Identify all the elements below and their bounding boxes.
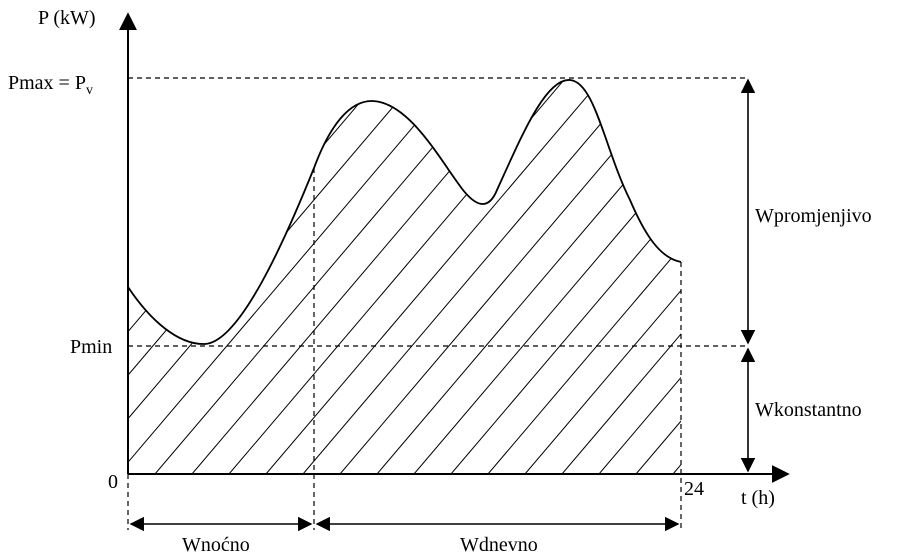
- hatch-line: [128, 79, 459, 475]
- hatch-line: [413, 79, 681, 475]
- hatch-line: [561, 79, 681, 475]
- hatch-line: [598, 79, 681, 475]
- hatched-energy-area: [0, 74, 681, 475]
- hatch-line: [376, 79, 681, 475]
- pmax-label: Pmax = Pv: [8, 72, 93, 98]
- load-curve: [127, 79, 682, 345]
- variable-energy-label: Wpromjenjivo: [755, 205, 872, 227]
- hatch-line: [228, 79, 570, 475]
- hatch-line: [524, 79, 681, 475]
- hatch-line: [0, 74, 14, 474]
- hatch-line: [128, 79, 163, 475]
- x-axis-label: t (h): [741, 487, 775, 509]
- pmin-label: Pmin: [70, 336, 112, 358]
- hatch-line: [128, 79, 237, 475]
- hatch-line: [154, 79, 496, 475]
- hatch-line: [128, 79, 422, 475]
- day-energy-label: Wdnevno: [460, 534, 538, 556]
- hatch-line: [265, 79, 607, 475]
- hatch-line: [0, 74, 125, 474]
- hatch-line: [487, 79, 681, 475]
- hatch-line: [128, 79, 348, 475]
- hatch-line: [302, 79, 644, 475]
- hatch-line: [128, 79, 274, 475]
- x-end-label: 24: [684, 478, 704, 500]
- night-energy-label: Wnoćno: [182, 534, 250, 556]
- origin-label: 0: [108, 471, 118, 493]
- hatch-line: [339, 79, 681, 475]
- hatch-line: [191, 79, 533, 475]
- hatch-line: [450, 79, 681, 475]
- hatch-line: [0, 74, 51, 474]
- hatch-line: [128, 79, 311, 475]
- y-axis-label: P (kW): [38, 7, 96, 29]
- hatch-line: [0, 74, 88, 474]
- hatch-line: [128, 79, 385, 475]
- constant-energy-label: Wkonstantno: [755, 399, 862, 421]
